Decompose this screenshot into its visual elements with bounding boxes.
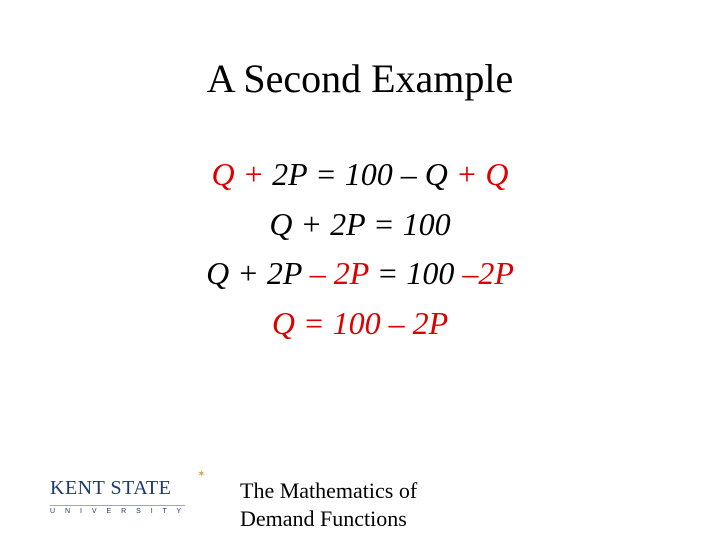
eq1-seg3: 2P = 100 – Q	[272, 156, 448, 192]
eq1-seg1: Q	[211, 156, 234, 192]
footer-text: The Mathematics of Demand Functions	[240, 477, 540, 532]
equation-line-2: Q + 2P = 100	[0, 200, 720, 250]
eq3-seg2: – 2P	[302, 255, 369, 291]
footer-line-2: Demand Functions	[240, 505, 540, 533]
logo-main-label: KENT STATE	[50, 477, 171, 499]
equation-line-4: Q = 100 – 2P	[0, 299, 720, 349]
slide-title: A Second Example	[0, 55, 720, 102]
footer-line-1: The Mathematics of	[240, 477, 540, 505]
equation-line-1: Q + 2P = 100 – Q + Q	[0, 150, 720, 200]
slide: A Second Example Q + 2P = 100 – Q + Q Q …	[0, 0, 720, 540]
equation-line-3: Q + 2P – 2P = 100 –2P	[0, 249, 720, 299]
kent-state-logo: KENT STATE ✶ U N I V E R S I T Y	[50, 477, 200, 518]
eq1-seg2: +	[235, 156, 273, 192]
equation-block: Q + 2P = 100 – Q + Q Q + 2P = 100 Q + 2P…	[0, 150, 720, 348]
eq4-seg1: Q = 100 – 2P	[272, 305, 448, 341]
eq1-seg4: + Q	[448, 156, 509, 192]
star-icon: ✶	[197, 469, 206, 480]
eq2-seg1: Q + 2P = 100	[269, 206, 450, 242]
logo-main-text: KENT STATE ✶	[50, 477, 200, 500]
eq3-seg4: –2P	[462, 255, 514, 291]
eq3-seg3: = 100	[369, 255, 463, 291]
logo-sub-text: U N I V E R S I T Y	[50, 505, 185, 515]
eq3-seg1: Q + 2P	[206, 255, 302, 291]
